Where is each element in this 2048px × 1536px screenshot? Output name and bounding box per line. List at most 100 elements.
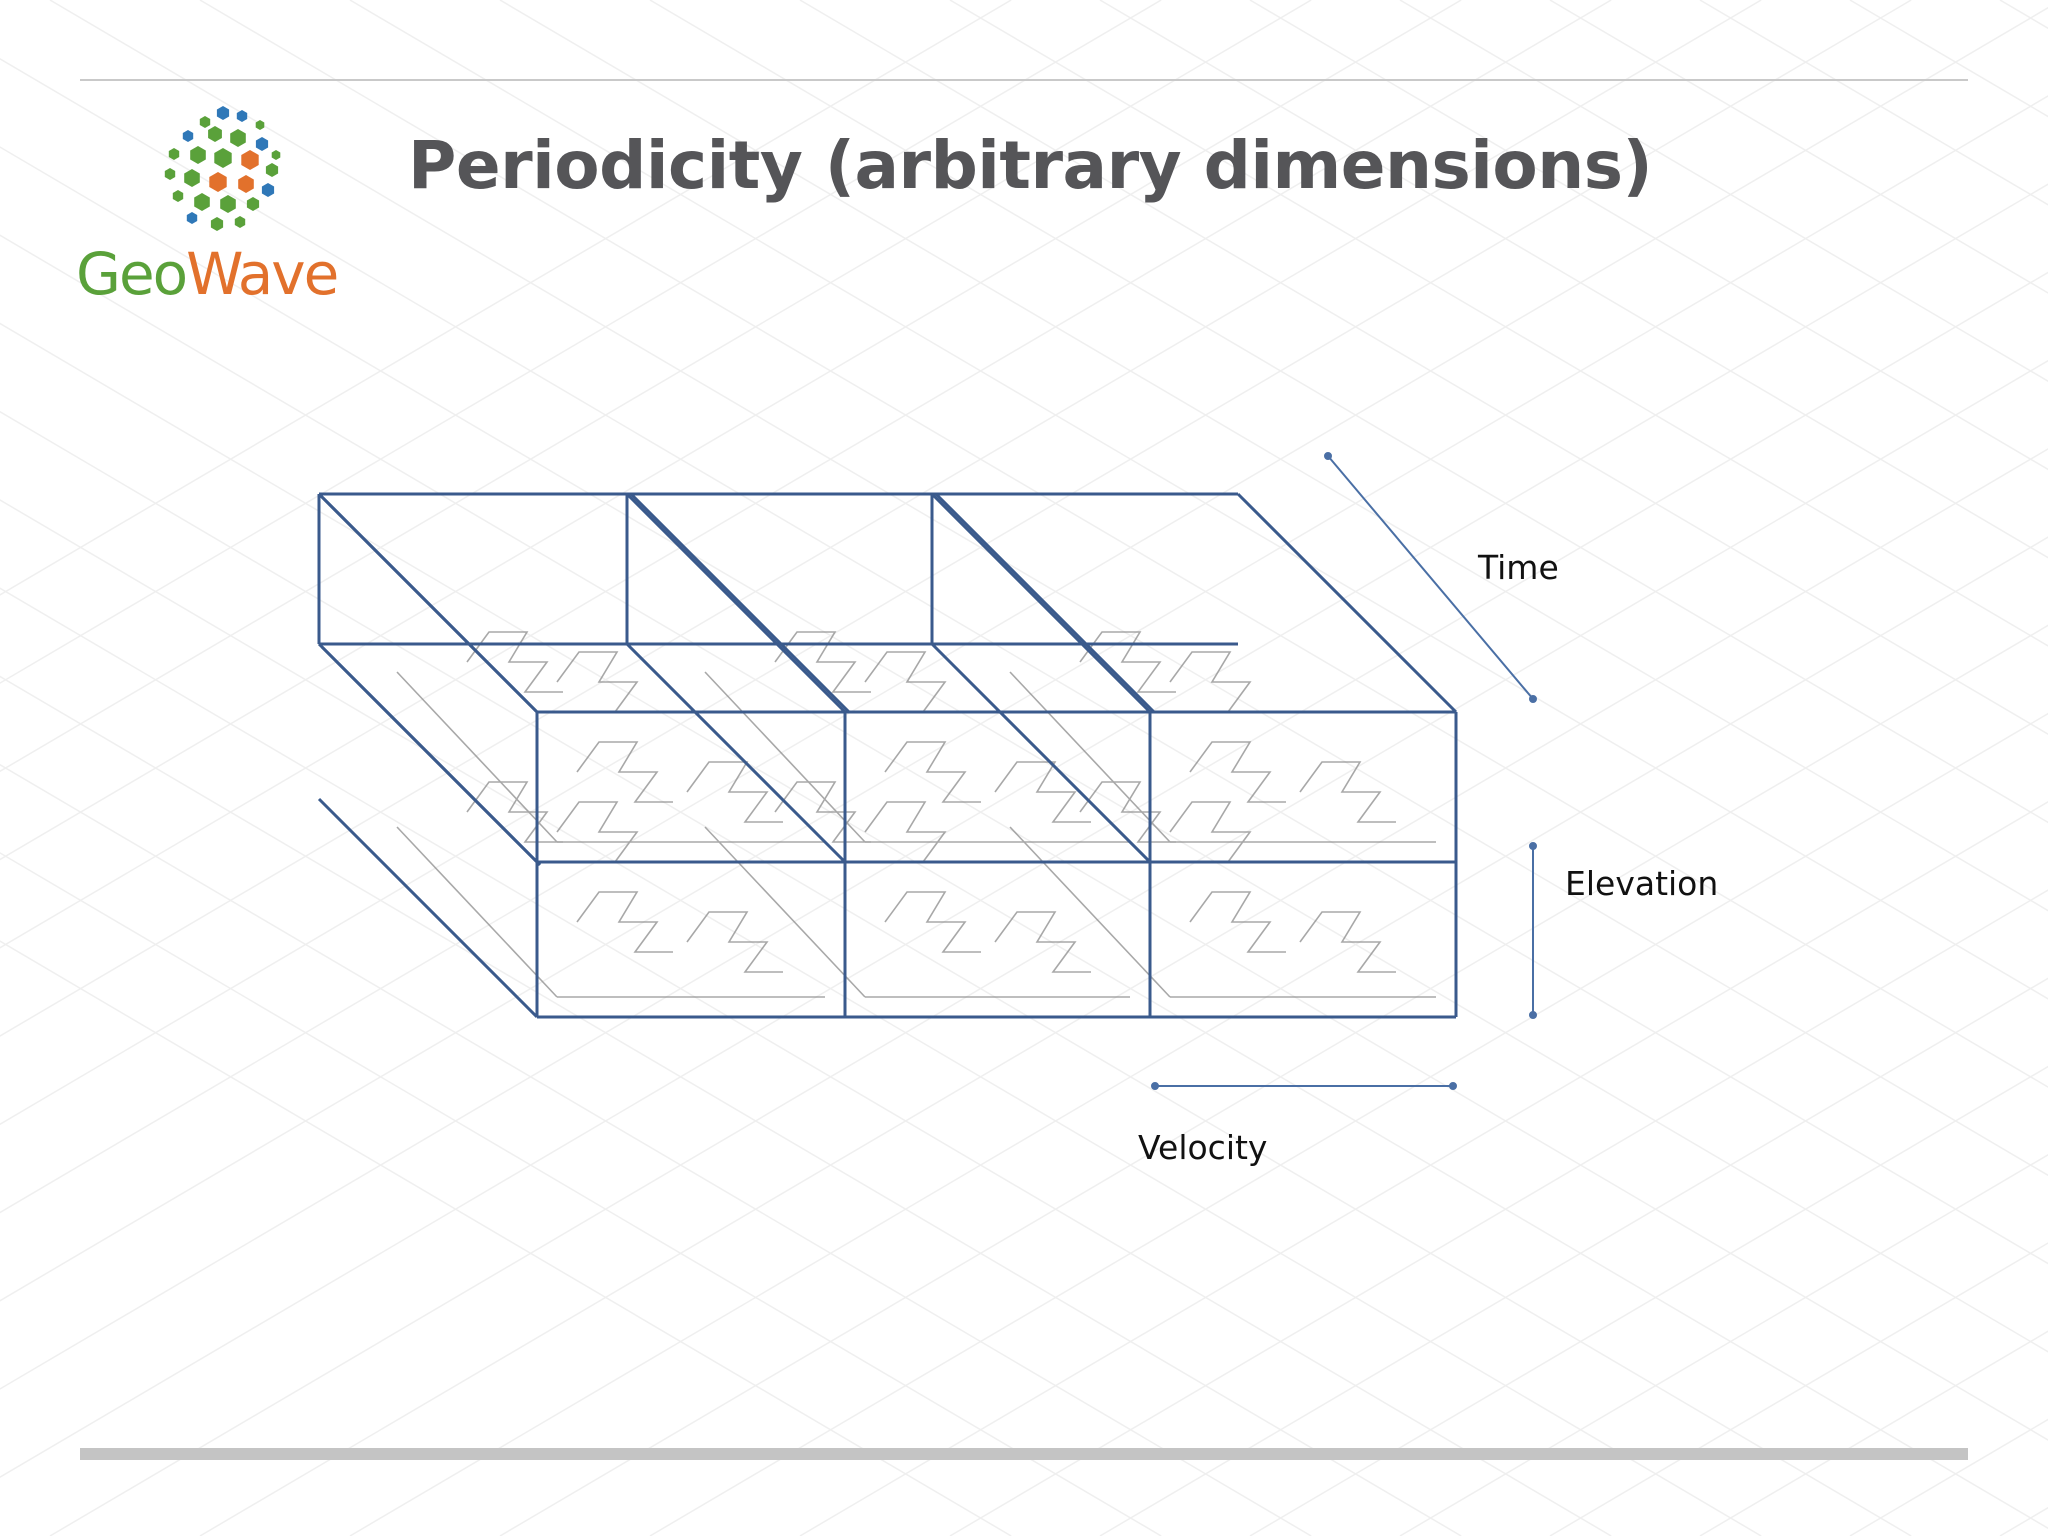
logo-hexagon — [164, 168, 176, 180]
grid-line — [0, 0, 1012, 596]
cube-grid-cells — [317, 492, 1458, 1019]
plot-trace-front — [576, 741, 673, 803]
plot-trace-back — [556, 801, 653, 863]
top-depth-edge — [930, 492, 1152, 714]
logo-hexagon — [182, 130, 194, 142]
plot-trace-front — [994, 911, 1091, 973]
plot-trace-back — [774, 781, 871, 843]
logo-hexagon — [220, 195, 236, 213]
elevation-axis-line-end — [1529, 842, 1537, 850]
grid-line — [1249, 1065, 2048, 1536]
logo-hexagon — [236, 110, 248, 122]
grid-line — [1099, 977, 2048, 1536]
logo-hexagon — [261, 183, 275, 197]
logo-hexagon — [241, 150, 259, 170]
logo-hexagon — [190, 146, 206, 164]
slab-mid-depth — [930, 642, 1152, 864]
time-axis-label: Time — [1478, 548, 1559, 587]
top-divider — [80, 79, 1968, 81]
logo-hexagon — [255, 137, 269, 151]
plot-trace-front — [1299, 911, 1396, 973]
grid-line — [0, 940, 1012, 1536]
plot-axis — [704, 671, 866, 843]
plot-axis — [396, 826, 558, 998]
plot-trace-front — [1189, 741, 1286, 803]
time-axis-line-end — [1529, 695, 1537, 703]
grid-line — [949, 0, 2048, 647]
plot-trace-back — [466, 631, 563, 693]
time-axis-line — [1327, 455, 1534, 700]
plot-trace-back — [774, 631, 871, 693]
logo-text-geo: Geo — [76, 240, 188, 308]
plot-trace-back — [556, 651, 653, 713]
grid-line — [799, 801, 2048, 1536]
plot-trace-front — [686, 911, 783, 973]
grid-line — [799, 0, 2048, 735]
grid-line — [499, 624, 2048, 1536]
velocity-axis-label: Velocity — [1138, 1128, 1268, 1167]
plot-trace-back — [864, 651, 961, 713]
plot-axis — [1009, 671, 1171, 843]
velocity-axis-line-end — [1449, 1082, 1457, 1090]
grid-line — [1249, 0, 2048, 471]
grid-line — [1399, 1153, 2048, 1536]
page-title: Periodicity (arbitrary dimensions) — [408, 127, 1653, 204]
grid-line — [0, 0, 1162, 684]
grid-line — [1549, 0, 2048, 294]
grid-line — [0, 0, 1762, 1037]
velocity-axis-line-end — [1151, 1082, 1159, 1090]
bottom-divider — [80, 1448, 1968, 1460]
geowave-logo-text: GeoWave — [76, 245, 339, 303]
logo-hexagon — [186, 212, 198, 224]
plot-trace-front — [1189, 891, 1286, 953]
logo-hexagon — [210, 217, 224, 231]
plot-trace-front — [686, 761, 783, 823]
plot-trace-front — [884, 891, 981, 953]
plot-trace-back — [1169, 801, 1266, 863]
logo-hexagon — [255, 120, 265, 130]
grid-line — [1549, 1242, 2048, 1536]
grid-line — [1099, 0, 2048, 559]
logo-hexagon — [184, 169, 200, 187]
plot-axis — [704, 826, 866, 998]
slab-mid-depth — [625, 642, 847, 864]
grid-line — [0, 0, 1912, 1126]
plot-trace-back — [1079, 631, 1176, 693]
slab-edge — [629, 492, 851, 714]
elevation-axis-label: Elevation — [1565, 864, 1719, 903]
left-depth-edge — [317, 797, 539, 1019]
plot-trace-back — [466, 781, 563, 843]
elevation-axis-line-end — [1529, 1011, 1537, 1019]
grid-line — [0, 0, 1312, 773]
grid-line — [0, 852, 1162, 1536]
logo-hexagon — [172, 190, 184, 202]
time-axis-line-end — [1324, 452, 1332, 460]
axis-indicators — [1151, 452, 1537, 1090]
logo-hexagon — [238, 175, 254, 193]
logo-hexagon — [246, 197, 260, 211]
logo-hexagon — [271, 150, 281, 160]
top-depth-edge — [625, 492, 847, 714]
grid-line — [0, 0, 1462, 861]
grid-line — [949, 889, 2048, 1536]
plot-trace-front — [994, 761, 1091, 823]
slab-edge — [934, 492, 1156, 714]
plot-axis — [1009, 826, 1171, 998]
top-depth-edge — [1236, 492, 1458, 714]
logo-text-wave: Wave — [186, 240, 339, 308]
logo-hexagon — [208, 126, 222, 142]
plot-trace-back — [1169, 651, 1266, 713]
plot-axis — [396, 671, 558, 843]
geowave-logo-mark — [164, 106, 281, 231]
logo-hexagon — [230, 129, 246, 147]
logo-hexagon — [265, 163, 279, 177]
grid-line — [649, 712, 2048, 1536]
slab-edge — [320, 645, 542, 867]
plot-trace-front — [576, 891, 673, 953]
grid-line — [0, 0, 1612, 949]
plot-trace-front — [884, 741, 981, 803]
